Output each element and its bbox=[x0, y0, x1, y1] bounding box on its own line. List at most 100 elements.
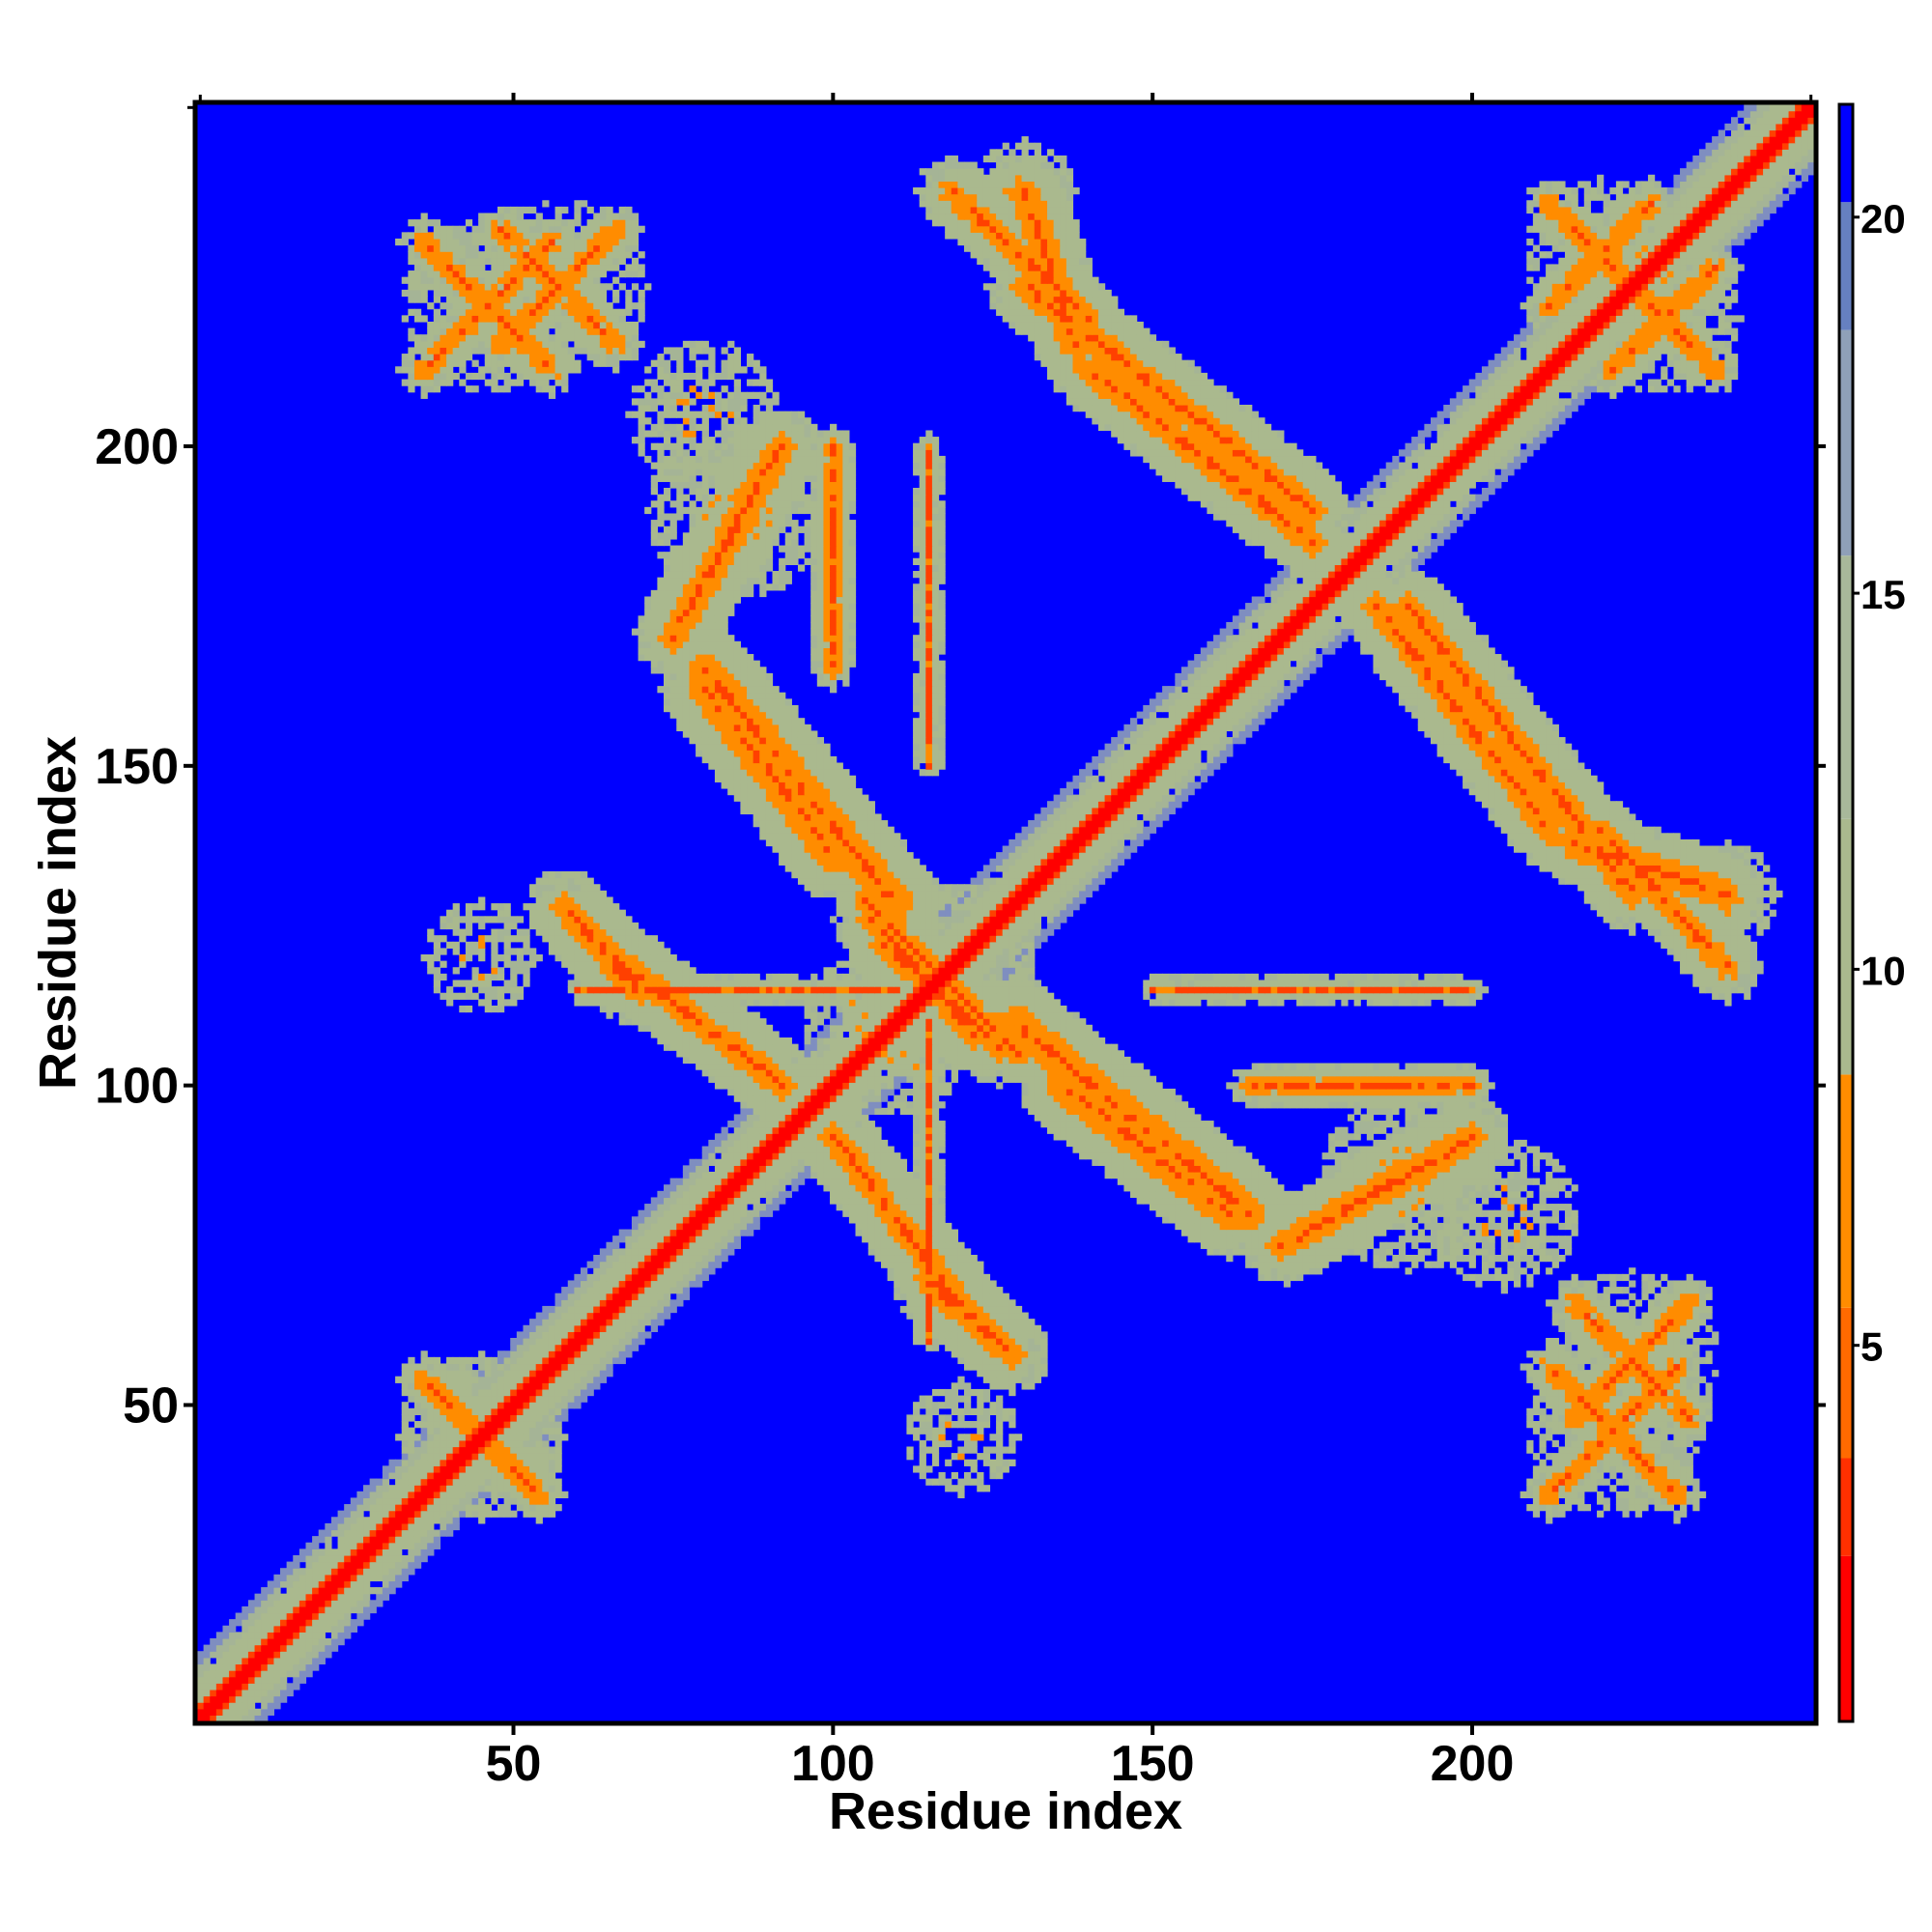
heatmap-cell bbox=[1661, 1504, 1668, 1512]
heatmap-cell bbox=[1180, 1197, 1189, 1205]
heatmap-cell bbox=[1302, 1229, 1310, 1236]
heatmap-cell bbox=[1551, 1319, 1559, 1326]
heatmap-cell bbox=[1558, 1356, 1566, 1365]
heatmap-cell bbox=[1692, 1485, 1700, 1492]
heatmap-cell bbox=[465, 1356, 473, 1365]
heatmap-cell bbox=[899, 1229, 908, 1236]
heatmap-cell bbox=[535, 1439, 543, 1448]
heatmap-cell bbox=[1673, 1395, 1681, 1403]
heatmap-cell bbox=[625, 1312, 633, 1320]
heatmap-cell bbox=[1258, 1184, 1265, 1192]
heatmap-cell bbox=[408, 1465, 415, 1473]
heatmap-cell bbox=[1424, 1216, 1432, 1224]
heatmap-cell bbox=[1661, 1453, 1668, 1461]
heatmap-cell bbox=[682, 1280, 691, 1288]
heatmap-cell bbox=[1283, 1190, 1292, 1199]
heatmap-cell bbox=[1647, 1376, 1656, 1383]
heatmap-cell bbox=[1571, 1471, 1578, 1480]
heatmap-cell bbox=[631, 1241, 639, 1249]
heatmap-cell bbox=[1085, 1133, 1093, 1141]
heatmap-cell bbox=[581, 1267, 588, 1275]
heatmap-cell bbox=[669, 1190, 677, 1199]
heatmap-cell bbox=[337, 1574, 345, 1582]
heatmap-cell bbox=[1436, 1184, 1444, 1192]
heatmap-cell bbox=[1680, 1312, 1688, 1320]
heatmap-cell bbox=[478, 1427, 486, 1435]
heatmap-cell bbox=[1379, 1254, 1387, 1263]
heatmap-cell bbox=[1615, 1319, 1624, 1326]
heatmap-cell bbox=[1564, 1363, 1573, 1371]
heatmap-cell bbox=[267, 1600, 274, 1607]
heatmap-cell bbox=[382, 1491, 390, 1499]
heatmap-cell bbox=[497, 1485, 505, 1492]
heatmap-cell bbox=[657, 1280, 665, 1288]
heatmap-cell bbox=[581, 1280, 588, 1288]
heatmap-cell bbox=[1609, 1421, 1617, 1429]
heatmap-cell bbox=[759, 1139, 767, 1148]
heatmap-cell bbox=[855, 1190, 863, 1199]
heatmap-cell bbox=[1360, 1248, 1368, 1256]
heatmap-cell bbox=[970, 1465, 978, 1473]
heatmap-cell bbox=[1680, 1504, 1688, 1512]
heatmap-cell bbox=[574, 1280, 582, 1288]
heatmap-cell bbox=[676, 1261, 684, 1268]
heatmap-cell bbox=[408, 1536, 415, 1544]
heatmap-cell bbox=[1021, 1324, 1029, 1332]
heatmap-cell bbox=[676, 1222, 684, 1231]
heatmap-cell bbox=[669, 1236, 677, 1243]
heatmap-cell bbox=[215, 1715, 224, 1722]
heatmap-cell bbox=[523, 1471, 530, 1480]
heatmap-cell bbox=[395, 1459, 403, 1466]
heatmap-cell bbox=[784, 1139, 792, 1148]
heatmap-cell bbox=[459, 1427, 467, 1435]
heatmap-cell bbox=[1360, 1222, 1368, 1231]
heatmap-cell bbox=[740, 1184, 748, 1192]
heatmap-cell bbox=[298, 1612, 307, 1620]
heatmap-cell bbox=[618, 1293, 626, 1300]
heatmap-cell bbox=[1475, 1139, 1483, 1148]
heatmap-cell bbox=[452, 1370, 460, 1378]
heatmap-cell bbox=[618, 1338, 626, 1346]
heatmap-cell bbox=[747, 1139, 754, 1148]
heatmap-cell bbox=[1603, 1434, 1610, 1441]
heatmap-cell bbox=[280, 1683, 288, 1690]
heatmap-cell bbox=[682, 1190, 691, 1199]
heatmap-cell bbox=[388, 1529, 396, 1537]
heatmap-cell bbox=[1532, 1395, 1541, 1403]
heatmap-cell bbox=[586, 1312, 594, 1320]
heatmap-cell bbox=[765, 1204, 774, 1211]
heatmap-cell bbox=[1251, 1209, 1259, 1217]
heatmap-cell bbox=[452, 1471, 460, 1480]
heatmap-cell bbox=[1392, 1204, 1400, 1211]
heatmap-cell bbox=[1546, 1491, 1553, 1499]
heatmap-cell bbox=[280, 1574, 288, 1582]
heatmap-cell bbox=[1507, 1204, 1515, 1211]
heatmap-cell bbox=[1532, 1491, 1541, 1499]
heatmap-cell bbox=[1411, 1152, 1419, 1160]
heatmap-cell bbox=[413, 1382, 422, 1390]
heatmap-cell bbox=[963, 1344, 972, 1351]
heatmap-cell bbox=[696, 1241, 703, 1249]
heatmap-cell bbox=[1488, 1254, 1495, 1263]
heatmap-cell bbox=[1641, 1344, 1649, 1351]
heatmap-cell bbox=[1680, 1414, 1688, 1422]
heatmap-cell bbox=[638, 1338, 645, 1346]
heatmap-cell bbox=[267, 1644, 274, 1652]
heatmap-cell bbox=[548, 1446, 556, 1454]
heatmap-cell bbox=[1315, 1248, 1323, 1256]
heatmap-cell bbox=[977, 1407, 984, 1416]
heatmap-cell bbox=[931, 1324, 940, 1332]
heatmap-cell bbox=[330, 1580, 339, 1588]
heatmap-cell bbox=[229, 1676, 237, 1684]
heatmap-cell bbox=[1641, 1388, 1649, 1397]
heatmap-cell bbox=[1097, 1152, 1106, 1160]
heatmap-cell bbox=[1002, 1338, 1009, 1346]
heatmap-cell bbox=[510, 1421, 518, 1429]
heatmap-cell bbox=[413, 1529, 422, 1537]
heatmap-cell bbox=[1290, 1267, 1297, 1275]
heatmap-cell bbox=[804, 1165, 811, 1173]
heatmap-cell bbox=[721, 1178, 728, 1185]
heatmap-cell bbox=[599, 1248, 608, 1256]
heatmap-cell bbox=[1481, 1152, 1490, 1160]
heatmap-cell bbox=[427, 1388, 435, 1397]
